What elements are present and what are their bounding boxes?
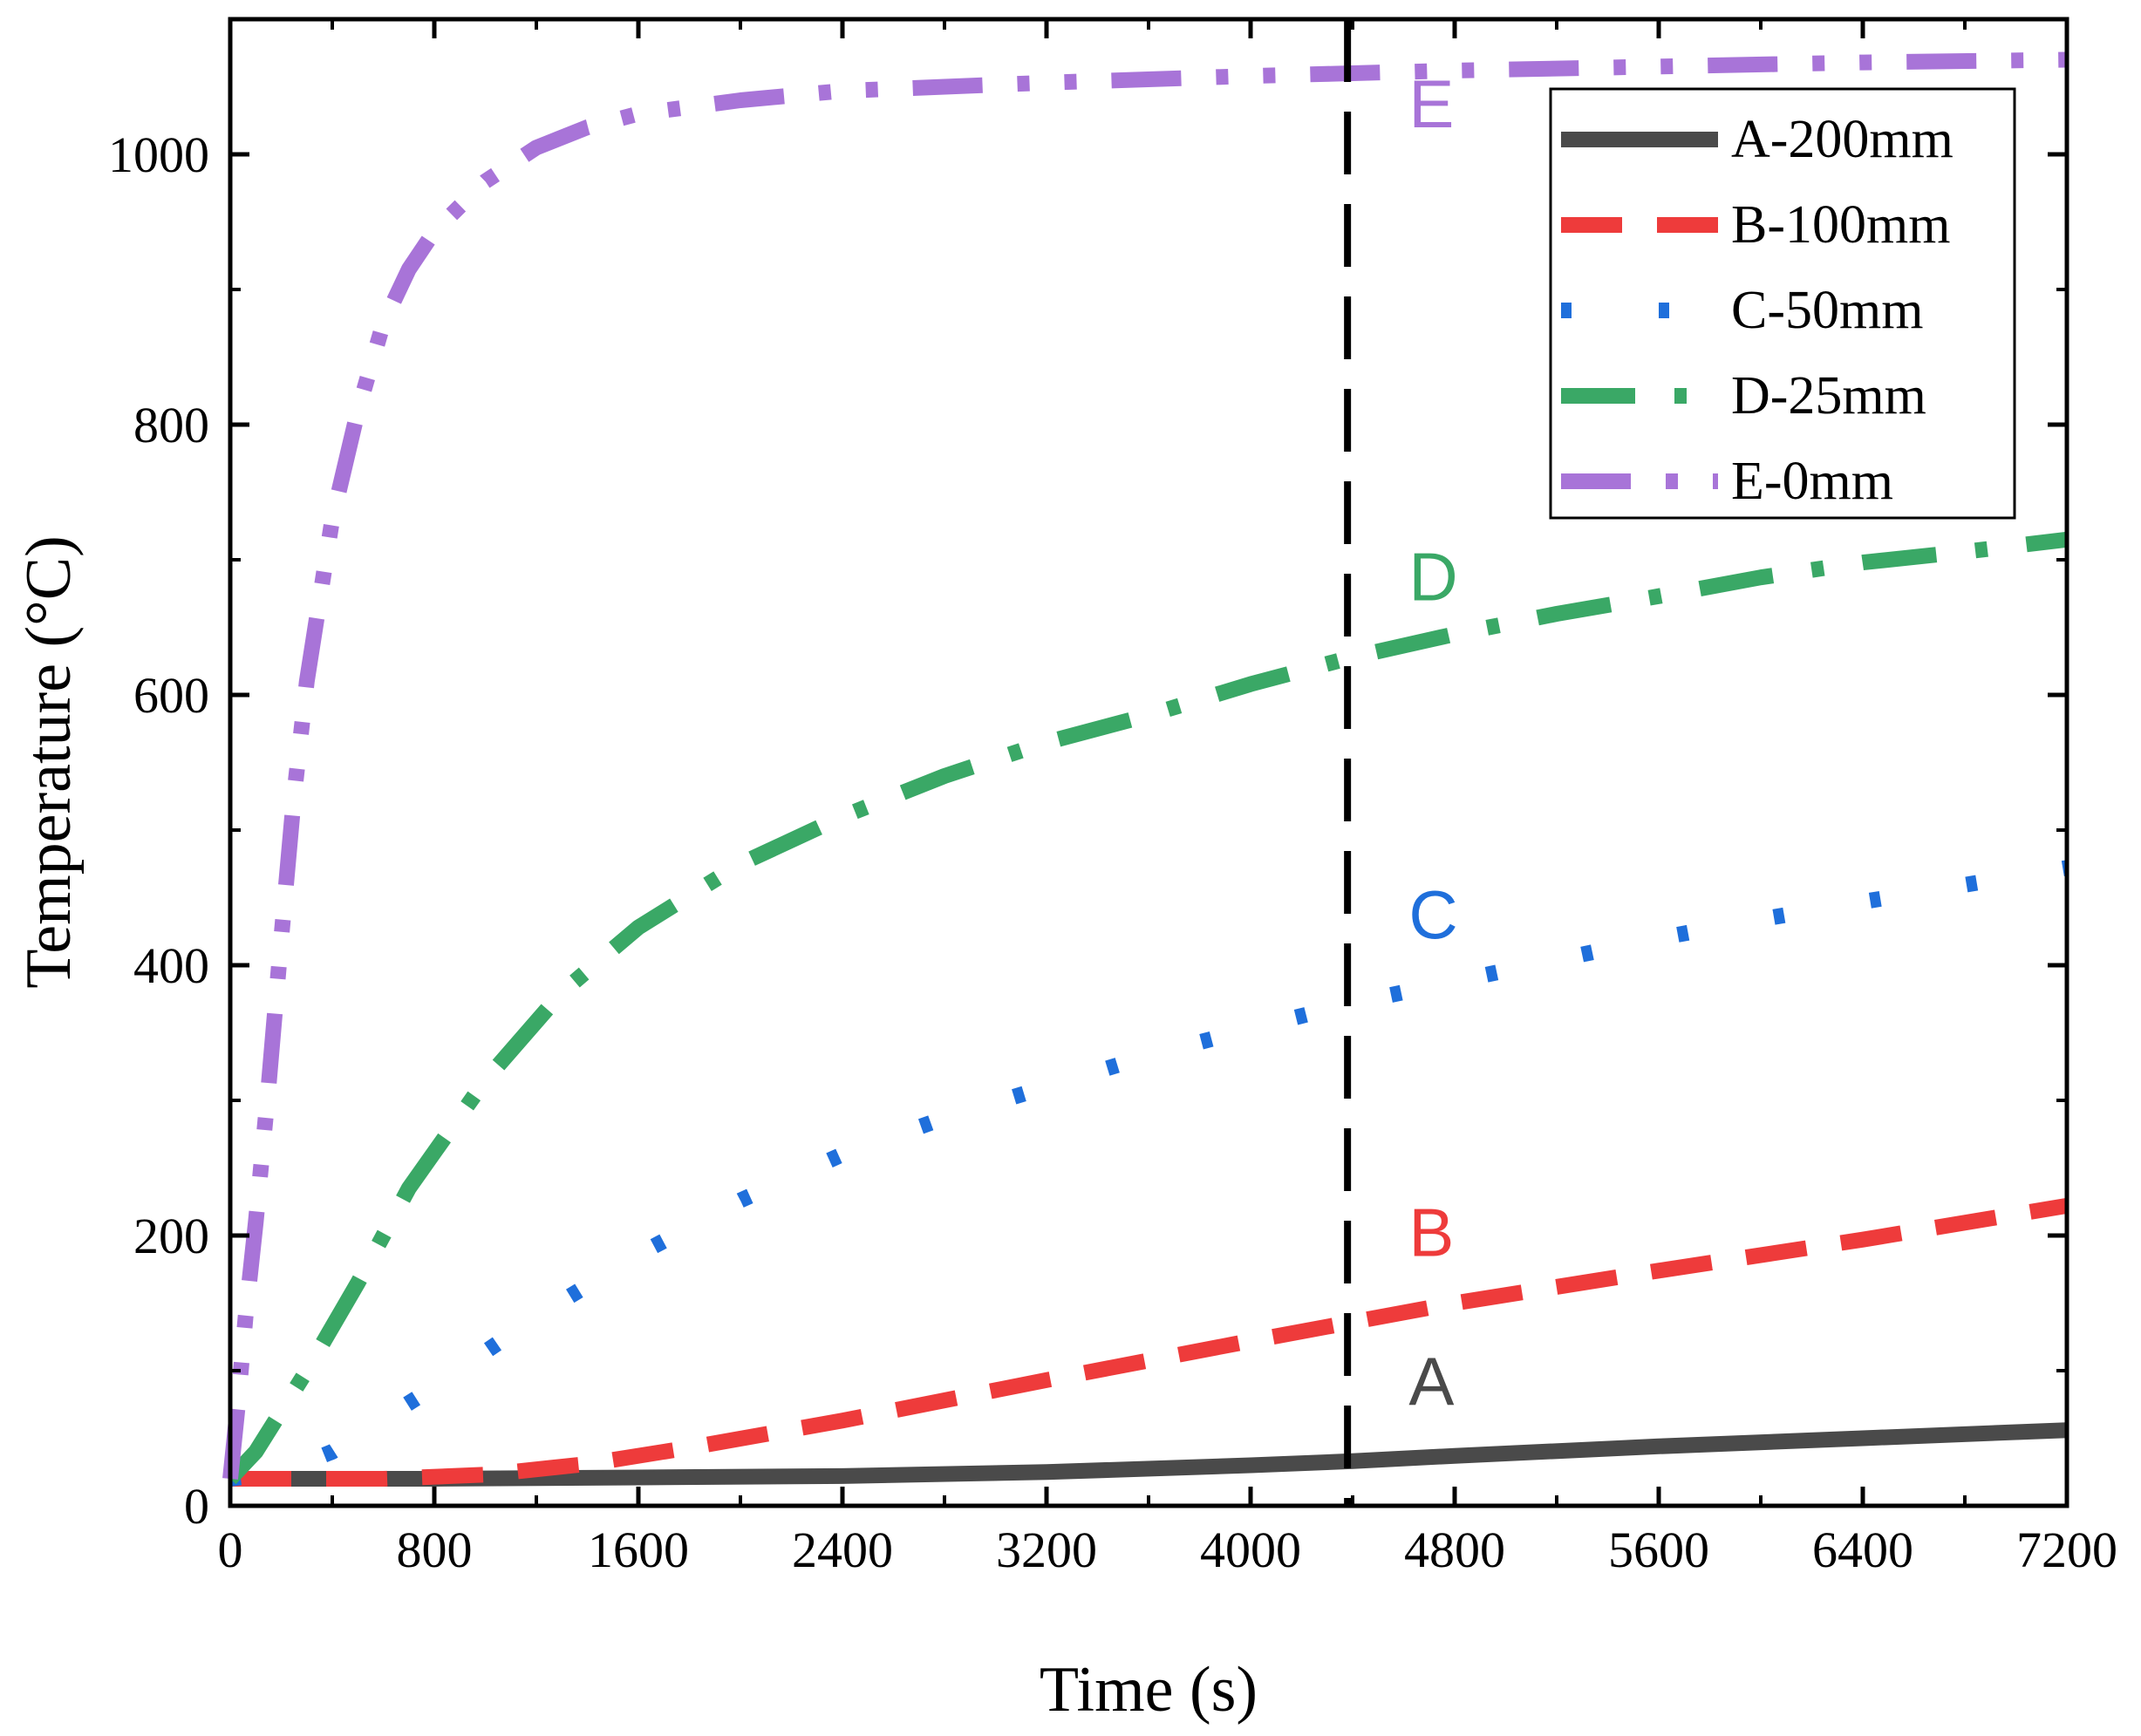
- legend-label-d: D-25mm: [1731, 366, 1926, 425]
- x-tick-label: 0: [218, 1522, 243, 1578]
- legend-label-c: C-50mm: [1731, 281, 1923, 340]
- x-tick-label: 7200: [2016, 1522, 2117, 1578]
- y-tick-label: 1000: [108, 126, 209, 183]
- series-line-d: [224, 531, 2069, 1485]
- legend-label-a: A-200mm: [1731, 110, 1953, 169]
- legend-label-b: B-100mm: [1731, 195, 1950, 255]
- curve-label-layer: AB C D E: [1408, 65, 1457, 1419]
- x-axis-title: Time (s): [1040, 1654, 1258, 1726]
- y-tick-label: 800: [133, 397, 209, 453]
- series-line-c: [228, 860, 2069, 1487]
- curve-label-e: E: [1408, 65, 1454, 142]
- tick-layer: 0 800 1600 2400 3200 4000 4800 5600 6400 7200 0 200…: [108, 17, 2117, 1578]
- curve-label-a: A: [1408, 1343, 1454, 1419]
- y-tick-label: 200: [133, 1208, 209, 1264]
- series-line-a: [230, 1422, 2068, 1487]
- series-layer: [222, 51, 2069, 1487]
- x-tick-label: 800: [397, 1522, 473, 1578]
- x-tick-label: 6400: [1812, 1522, 1913, 1578]
- curve-label-d: D: [1408, 539, 1457, 616]
- x-tick-label: 2400: [792, 1522, 893, 1578]
- series-line-b: [230, 1198, 2069, 1487]
- legend: A-200mm B-100mm C-50mm D-25mm E-0mm: [1549, 87, 2016, 520]
- curve-label-c: C: [1408, 876, 1457, 953]
- y-tick-label: 0: [184, 1478, 209, 1535]
- y-tick-label: 400: [133, 937, 209, 994]
- y-axis-title: Temperature (°C): [13, 535, 85, 989]
- x-tick-label: 5600: [1608, 1522, 1709, 1578]
- x-tick-label: 3200: [996, 1522, 1097, 1578]
- x-tick-label: 4000: [1200, 1522, 1301, 1578]
- curve-label-b: B: [1408, 1194, 1454, 1270]
- y-tick-label: 600: [133, 667, 209, 724]
- x-tick-label: 4800: [1404, 1522, 1505, 1578]
- legend-box: [1549, 87, 2016, 520]
- x-tick-label: 1600: [588, 1522, 689, 1578]
- legend-label-e: E-0mm: [1731, 452, 1893, 511]
